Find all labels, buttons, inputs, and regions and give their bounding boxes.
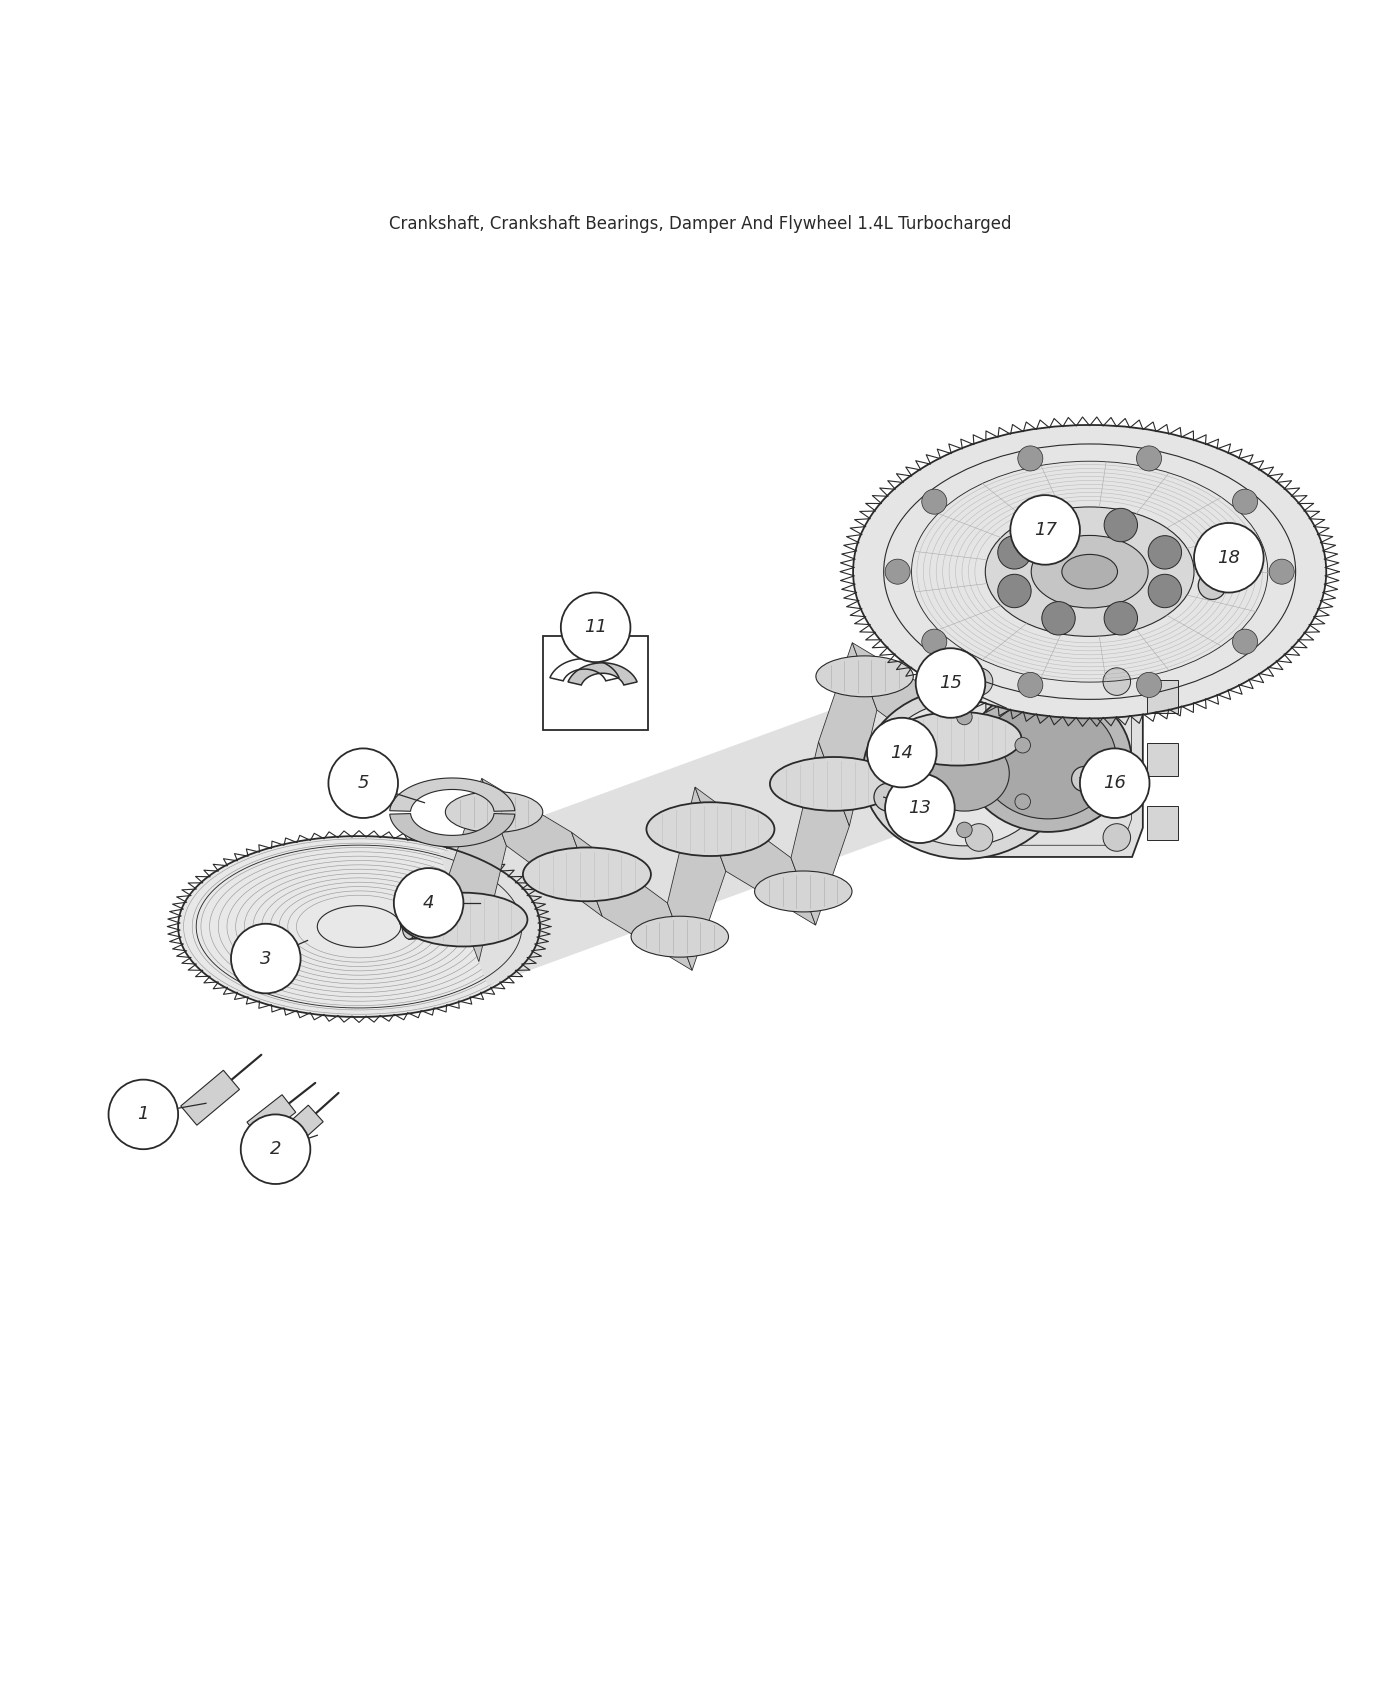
Text: Crankshaft, Crankshaft Bearings, Damper And Flywheel 1.4L Turbocharged: Crankshaft, Crankshaft Bearings, Damper … xyxy=(389,214,1011,233)
Circle shape xyxy=(1137,673,1162,697)
Circle shape xyxy=(329,748,398,818)
Ellipse shape xyxy=(893,712,1022,765)
Circle shape xyxy=(1194,524,1264,593)
Ellipse shape xyxy=(524,848,651,901)
Ellipse shape xyxy=(770,756,897,811)
Text: 14: 14 xyxy=(890,743,913,762)
Polygon shape xyxy=(819,643,876,826)
Circle shape xyxy=(1137,445,1162,471)
Circle shape xyxy=(1011,495,1079,564)
Bar xyxy=(1148,680,1177,712)
Polygon shape xyxy=(571,833,692,971)
Circle shape xyxy=(998,575,1032,607)
Circle shape xyxy=(1071,767,1096,792)
Circle shape xyxy=(874,784,902,811)
Ellipse shape xyxy=(862,688,1067,858)
Text: 15: 15 xyxy=(939,673,962,692)
Text: 2: 2 xyxy=(270,1141,281,1158)
Circle shape xyxy=(1103,668,1131,695)
Circle shape xyxy=(1015,794,1030,809)
Polygon shape xyxy=(389,779,515,811)
Circle shape xyxy=(393,869,463,938)
Circle shape xyxy=(1018,673,1043,697)
Ellipse shape xyxy=(178,836,540,1017)
Text: 18: 18 xyxy=(1218,549,1240,566)
Text: 11: 11 xyxy=(584,619,608,636)
Ellipse shape xyxy=(399,892,528,947)
Polygon shape xyxy=(389,814,515,847)
Bar xyxy=(1148,806,1177,840)
Text: 4: 4 xyxy=(423,894,434,911)
Text: 16: 16 xyxy=(1103,774,1126,792)
Ellipse shape xyxy=(1032,536,1148,609)
Circle shape xyxy=(1148,536,1182,570)
Circle shape xyxy=(1105,508,1138,542)
Circle shape xyxy=(899,738,914,753)
Ellipse shape xyxy=(965,687,1131,831)
Circle shape xyxy=(1103,824,1131,852)
Circle shape xyxy=(1198,571,1226,600)
Ellipse shape xyxy=(631,916,728,957)
Circle shape xyxy=(1105,602,1138,636)
Bar xyxy=(1148,743,1177,777)
Bar xyxy=(543,636,648,731)
Polygon shape xyxy=(960,661,1142,857)
Ellipse shape xyxy=(647,802,774,857)
Circle shape xyxy=(885,774,955,843)
Text: 17: 17 xyxy=(1033,520,1057,539)
Circle shape xyxy=(885,559,910,585)
Ellipse shape xyxy=(816,656,913,697)
Ellipse shape xyxy=(878,700,1050,847)
Circle shape xyxy=(1018,445,1043,471)
Text: 1: 1 xyxy=(137,1105,148,1124)
Circle shape xyxy=(561,593,630,661)
Text: 5: 5 xyxy=(357,774,370,792)
Polygon shape xyxy=(694,787,816,925)
Circle shape xyxy=(956,709,972,724)
Text: 13: 13 xyxy=(909,799,931,818)
Ellipse shape xyxy=(986,507,1194,636)
Ellipse shape xyxy=(755,870,853,911)
Circle shape xyxy=(231,923,301,993)
Circle shape xyxy=(899,794,914,809)
Ellipse shape xyxy=(920,736,1009,811)
Circle shape xyxy=(1148,575,1182,607)
Circle shape xyxy=(1015,738,1030,753)
Circle shape xyxy=(965,668,993,695)
Polygon shape xyxy=(482,779,602,916)
Circle shape xyxy=(1079,748,1149,818)
Circle shape xyxy=(956,823,972,838)
Text: 3: 3 xyxy=(260,950,272,967)
Circle shape xyxy=(867,717,937,787)
Ellipse shape xyxy=(980,700,1116,819)
Circle shape xyxy=(965,824,993,852)
Circle shape xyxy=(1042,508,1075,542)
Polygon shape xyxy=(276,1105,323,1151)
Polygon shape xyxy=(440,673,981,986)
Circle shape xyxy=(109,1080,178,1149)
Ellipse shape xyxy=(1061,554,1117,588)
Circle shape xyxy=(1232,490,1257,513)
Ellipse shape xyxy=(445,792,543,833)
Polygon shape xyxy=(568,663,637,685)
Polygon shape xyxy=(246,1095,295,1139)
Polygon shape xyxy=(668,787,725,971)
Polygon shape xyxy=(853,643,973,780)
Circle shape xyxy=(916,648,986,717)
Circle shape xyxy=(241,1115,311,1183)
Circle shape xyxy=(1042,602,1075,636)
Polygon shape xyxy=(181,1071,239,1125)
Circle shape xyxy=(921,490,946,513)
Circle shape xyxy=(1270,559,1294,585)
Circle shape xyxy=(1232,629,1257,654)
Circle shape xyxy=(998,536,1032,570)
Ellipse shape xyxy=(853,425,1326,719)
Polygon shape xyxy=(448,779,507,962)
Polygon shape xyxy=(791,741,850,925)
Ellipse shape xyxy=(402,915,416,938)
Circle shape xyxy=(921,629,946,654)
